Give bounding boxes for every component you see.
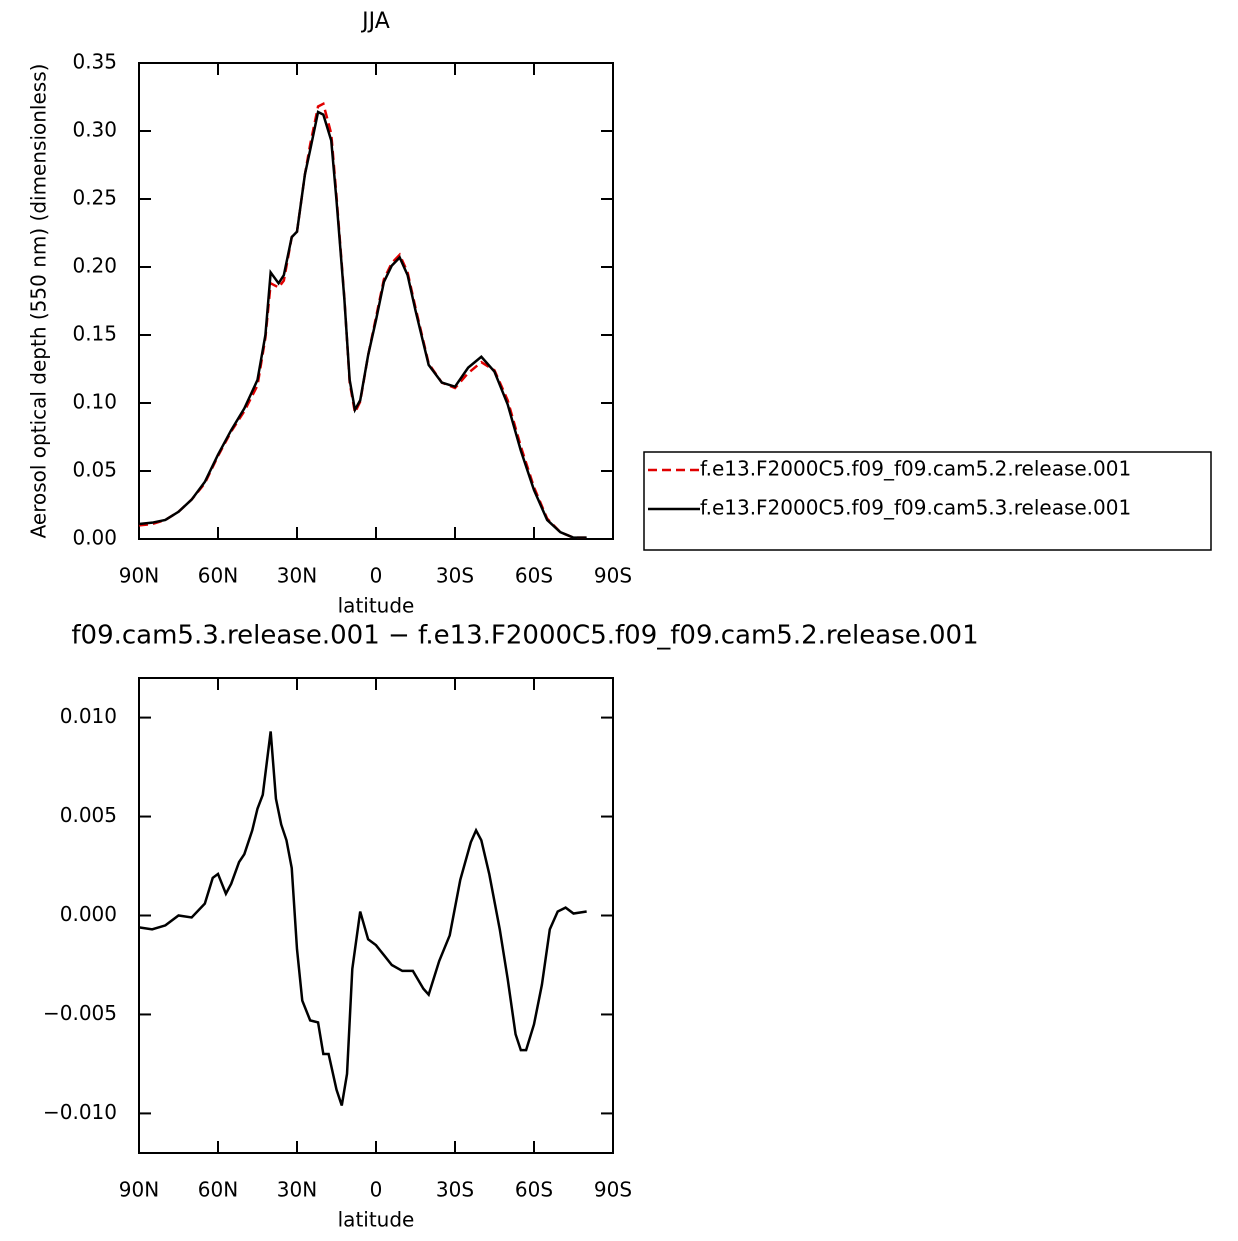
y-tick-label: 0.25: [72, 186, 117, 210]
chart-title: f09.cam5.3.release.001 − f.e13.F2000C5.f…: [71, 621, 978, 651]
x-tick-label: 30N: [277, 564, 317, 588]
x-axis-label: latitude: [338, 1208, 415, 1232]
data-line: [138, 101, 587, 539]
x-tick-label: 30N: [277, 1178, 317, 1202]
y-tick-label: 0.20: [72, 254, 117, 278]
x-tick-label: 60S: [515, 1178, 553, 1202]
y-tick-label: 0.10: [72, 390, 117, 414]
x-tick-label: 30S: [436, 1178, 474, 1202]
data-line: [138, 731, 587, 1106]
plot-frame: [138, 62, 614, 540]
y-axis-label: Aerosol optical depth (550 nm) (dimensio…: [1, 678, 25, 1153]
x-axis-label: latitude: [338, 594, 415, 618]
plot-frame: [138, 677, 614, 1154]
x-tick-label: 60N: [198, 564, 238, 588]
y-tick-label: 0.05: [72, 458, 117, 482]
y-tick-label: 0.000: [60, 902, 117, 926]
y-axis-label: Aerosol optical depth (550 nm) (dimensio…: [27, 64, 51, 539]
data-line: [138, 110, 587, 539]
x-tick-label: 60S: [515, 564, 553, 588]
x-tick-label: 30S: [436, 564, 474, 588]
legend-label: f.e13.F2000C5.f09_f09.cam5.2.release.001: [700, 457, 1131, 481]
x-tick-label: 60N: [198, 1178, 238, 1202]
y-tick-label: 0.005: [60, 803, 117, 827]
y-tick-label: −0.005: [43, 1001, 117, 1025]
x-tick-label: 90S: [594, 564, 632, 588]
x-tick-label: 90S: [594, 1178, 632, 1202]
x-tick-label: 0: [370, 1178, 383, 1202]
y-tick-label: −0.010: [43, 1100, 117, 1124]
y-tick-label: 0.00: [72, 526, 117, 550]
chart-title: JJA: [360, 9, 390, 34]
y-tick-label: 0.30: [72, 118, 117, 142]
legend-box: [643, 451, 1212, 551]
x-tick-label: 0: [370, 564, 383, 588]
y-tick-label: 0.35: [72, 50, 117, 74]
y-tick-label: 0.15: [72, 322, 117, 346]
legend-label: f.e13.F2000C5.f09_f09.cam5.3.release.001: [700, 496, 1131, 520]
x-tick-label: 90N: [119, 1178, 159, 1202]
y-tick-label: 0.010: [60, 704, 117, 728]
x-tick-label: 90N: [119, 564, 159, 588]
